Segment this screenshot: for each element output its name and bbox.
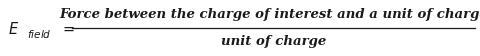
Text: $=$: $=$ xyxy=(60,21,75,35)
Text: unit of charge: unit of charge xyxy=(221,35,326,48)
Text: Force between the charge of interest and a unit of charge: Force between the charge of interest and… xyxy=(59,8,480,21)
Text: $\mathit{E}$: $\mathit{E}$ xyxy=(8,20,19,36)
Text: $\mathit{field}$: $\mathit{field}$ xyxy=(27,27,52,39)
